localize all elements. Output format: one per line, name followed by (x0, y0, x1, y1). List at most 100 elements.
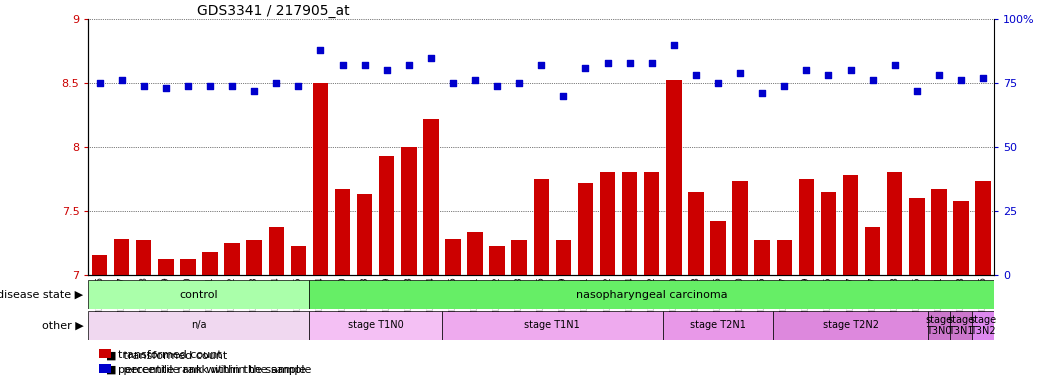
Point (489, 83, 506, 89)
Point (92, 80, 108, 86)
Bar (688, 192, 704, 275)
Bar (511, 240, 527, 275)
Point (754, 90, 770, 96)
Bar (423, 119, 438, 275)
Text: stage
T3N2: stage T3N2 (969, 314, 996, 336)
Point (268, 80, 284, 86)
Point (113, 78, 130, 84)
Point (378, 67, 395, 73)
Point (798, 67, 815, 73)
Text: GDS3341 / 217905_at: GDS3341 / 217905_at (197, 4, 350, 18)
Point (246, 88, 262, 94)
Bar (932, 189, 946, 275)
Text: ■  transformed count: ■ transformed count (99, 350, 227, 360)
Bar (269, 227, 284, 275)
Point (600, 60, 616, 66)
Point (224, 83, 240, 89)
Bar (158, 259, 174, 275)
Bar (843, 175, 858, 275)
Bar (954, 200, 969, 275)
Point (710, 80, 727, 86)
Bar (663, 311, 773, 340)
Bar (335, 189, 350, 275)
Point (776, 83, 792, 89)
Point (290, 83, 307, 89)
Bar (202, 252, 218, 275)
Bar (909, 198, 924, 275)
Bar (773, 311, 928, 340)
Text: percentile rank within the sample: percentile rank within the sample (118, 366, 305, 376)
Text: stage
T3N1: stage T3N1 (947, 314, 974, 336)
Point (688, 72, 705, 78)
Text: disease state ▶: disease state ▶ (0, 290, 83, 300)
Point (555, 93, 572, 99)
Bar (777, 240, 792, 275)
Bar (755, 240, 770, 275)
Bar (578, 183, 593, 275)
Point (974, 75, 991, 81)
Bar (975, 181, 991, 275)
Bar (88, 280, 309, 309)
Bar (534, 179, 549, 275)
Bar (865, 227, 881, 275)
Bar (972, 311, 994, 340)
Bar (820, 192, 836, 275)
Point (423, 55, 439, 61)
Bar (247, 240, 262, 275)
Bar (733, 181, 747, 275)
Point (334, 62, 351, 68)
Point (202, 83, 219, 89)
Bar (666, 81, 682, 275)
Point (643, 60, 660, 66)
Bar (556, 240, 572, 275)
Point (466, 78, 483, 84)
Bar (710, 221, 726, 275)
Point (621, 60, 638, 66)
Bar (309, 311, 442, 340)
Point (820, 72, 837, 78)
Text: stage T1N0: stage T1N0 (348, 320, 404, 331)
Text: n/a: n/a (192, 320, 207, 331)
Point (401, 62, 417, 68)
Text: transformed count: transformed count (118, 350, 222, 360)
Bar (309, 280, 994, 309)
Bar (887, 172, 903, 275)
Bar (621, 172, 637, 275)
Point (312, 47, 329, 53)
Text: ■  percentile rank within the sample: ■ percentile rank within the sample (99, 366, 311, 376)
Text: stage T1N1: stage T1N1 (525, 320, 580, 331)
Bar (600, 172, 615, 275)
Bar (224, 243, 239, 275)
Text: stage T2N2: stage T2N2 (822, 320, 879, 331)
Bar (489, 247, 505, 275)
Point (732, 70, 748, 76)
Bar (113, 239, 129, 275)
Bar (379, 156, 395, 275)
Point (909, 88, 925, 94)
Point (887, 62, 904, 68)
Bar (136, 240, 151, 275)
Point (157, 85, 174, 91)
Bar (357, 194, 373, 275)
Text: stage
T3N0: stage T3N0 (925, 314, 953, 336)
Bar (928, 311, 950, 340)
Bar (180, 259, 196, 275)
Point (953, 78, 969, 84)
Bar (798, 179, 814, 275)
Bar (446, 239, 461, 275)
Bar (312, 83, 328, 275)
Bar (290, 247, 306, 275)
Point (533, 62, 550, 68)
Text: other ▶: other ▶ (42, 320, 83, 331)
Point (179, 83, 196, 89)
Bar (88, 311, 309, 340)
Point (511, 80, 528, 86)
Bar (92, 255, 107, 275)
Point (135, 83, 152, 89)
Text: control: control (180, 290, 219, 300)
Bar (401, 147, 416, 275)
Point (842, 67, 859, 73)
Point (356, 62, 373, 68)
Point (665, 42, 682, 48)
Point (864, 78, 881, 84)
